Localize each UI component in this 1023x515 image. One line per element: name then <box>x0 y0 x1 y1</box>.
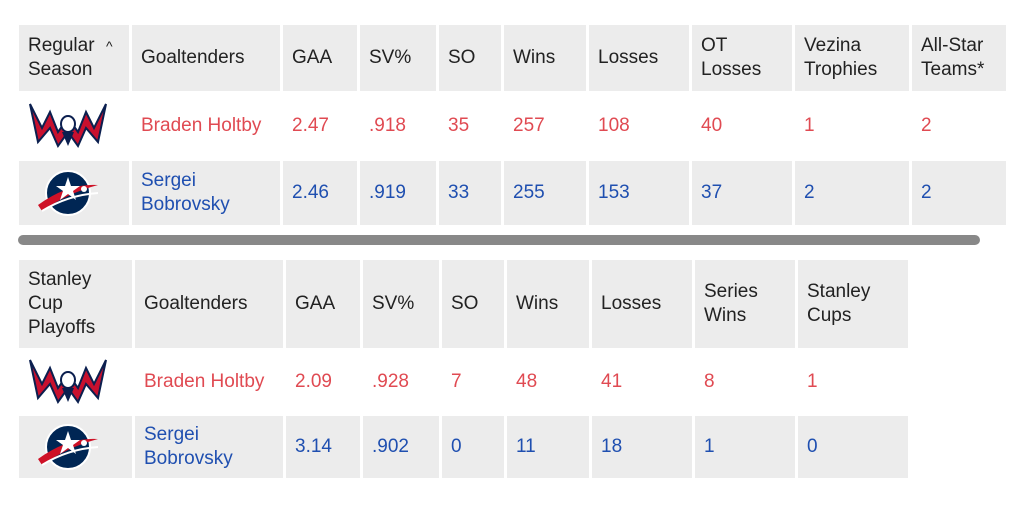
stat-all-star: 2 <box>912 94 1006 158</box>
stat-sv: .918 <box>360 94 436 158</box>
column-header-losses[interactable]: Losses <box>589 25 689 91</box>
column-header-series-wins[interactable]: Series Wins <box>695 260 795 348</box>
column-header-sv[interactable]: SV% <box>360 25 436 91</box>
column-header-sv[interactable]: SV% <box>363 260 439 348</box>
goaltender-name[interactable]: Sergei Bobrovsky <box>132 161 280 225</box>
stat-all-star: 2 <box>912 161 1006 225</box>
column-header-losses[interactable]: Losses <box>592 260 692 348</box>
corner-label: Regular Season <box>28 35 95 80</box>
stat-vezina: 2 <box>795 161 909 225</box>
blue-jackets-logo <box>19 416 132 478</box>
stat-wins: 11 <box>507 416 589 478</box>
stat-losses: 18 <box>592 416 692 478</box>
stat-gaa: 2.46 <box>283 161 357 225</box>
stat-series-wins: 8 <box>695 351 795 413</box>
column-header-so[interactable]: SO <box>442 260 504 348</box>
table-row: Braden Holtby 2.47 .918 35 257 108 40 1 … <box>19 94 1006 158</box>
stat-losses: 153 <box>589 161 689 225</box>
stat-gaa: 3.14 <box>286 416 360 478</box>
horizontal-scrollbar[interactable] <box>18 235 980 245</box>
goaltender-name[interactable]: Braden Holtby <box>132 94 280 158</box>
table-row: Braden Holtby 2.09 .928 7 48 41 8 1 <box>19 351 908 413</box>
column-header-all-star[interactable]: All-Star Teams* <box>912 25 1006 91</box>
stat-vezina: 1 <box>795 94 909 158</box>
stat-wins: 257 <box>504 94 586 158</box>
playoffs-header-row: Stanley Cup Playoffs Goaltenders GAA SV%… <box>19 260 908 348</box>
regular-season-table: Regular Season ^ Goaltenders GAA SV% SO W… <box>16 25 1009 225</box>
column-header-ot-losses[interactable]: OT Losses <box>692 25 792 91</box>
column-header-wins[interactable]: Wins <box>504 25 586 91</box>
stat-wins: 255 <box>504 161 586 225</box>
stat-so: 33 <box>439 161 501 225</box>
goaltender-name[interactable]: Sergei Bobrovsky <box>135 416 283 478</box>
playoffs-corner-header[interactable]: Stanley Cup Playoffs <box>19 260 132 348</box>
stat-so: 7 <box>442 351 504 413</box>
stat-losses: 108 <box>589 94 689 158</box>
table-row: Sergei Bobrovsky 2.46 .919 33 255 153 37… <box>19 161 1006 225</box>
goaltender-name[interactable]: Braden Holtby <box>135 351 283 413</box>
stat-gaa: 2.47 <box>283 94 357 158</box>
stat-ot-losses: 37 <box>692 161 792 225</box>
stat-gaa: 2.09 <box>286 351 360 413</box>
stat-stanley-cups: 1 <box>798 351 908 413</box>
capitals-logo <box>19 94 129 158</box>
stat-sv: .902 <box>363 416 439 478</box>
stat-sv: .919 <box>360 161 436 225</box>
column-header-goaltenders[interactable]: Goaltenders <box>135 260 283 348</box>
table-row: Sergei Bobrovsky 3.14 .902 0 11 18 1 0 <box>19 416 908 478</box>
regular-season-header-row: Regular Season ^ Goaltenders GAA SV% SO W… <box>19 25 1006 91</box>
capitals-logo <box>19 351 132 413</box>
blue-jackets-logo <box>19 161 129 225</box>
stat-so: 35 <box>439 94 501 158</box>
corner-label: Stanley Cup Playoffs <box>28 269 96 338</box>
column-header-wins[interactable]: Wins <box>507 260 589 348</box>
stat-sv: .928 <box>363 351 439 413</box>
stat-series-wins: 1 <box>695 416 795 478</box>
column-header-gaa[interactable]: GAA <box>283 25 357 91</box>
column-header-vezina[interactable]: Vezina Trophies <box>795 25 909 91</box>
column-header-so[interactable]: SO <box>439 25 501 91</box>
stat-stanley-cups: 0 <box>798 416 908 478</box>
stat-ot-losses: 40 <box>692 94 792 158</box>
stat-wins: 48 <box>507 351 589 413</box>
stat-losses: 41 <box>592 351 692 413</box>
column-header-goaltenders[interactable]: Goaltenders <box>132 25 280 91</box>
playoffs-table: Stanley Cup Playoffs Goaltenders GAA SV%… <box>16 260 911 478</box>
sort-caret-icon: ^ <box>106 38 113 54</box>
column-header-gaa[interactable]: GAA <box>286 260 360 348</box>
stat-so: 0 <box>442 416 504 478</box>
column-header-stanley-cups[interactable]: Stanley Cups <box>798 260 908 348</box>
regular-season-sort-header[interactable]: Regular Season ^ <box>19 25 129 91</box>
